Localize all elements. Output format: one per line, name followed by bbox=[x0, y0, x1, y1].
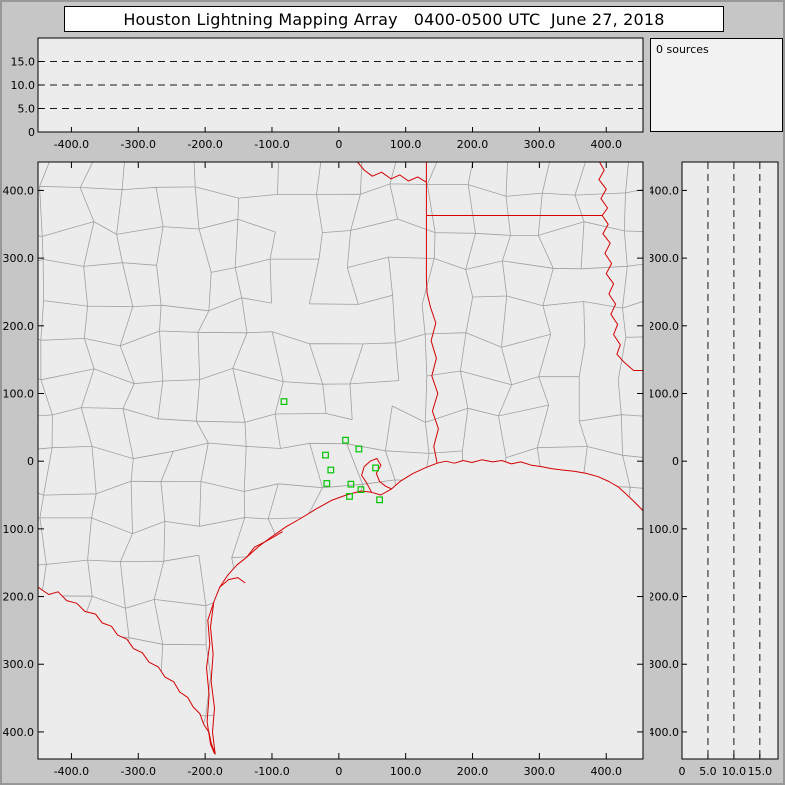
ns-y-tick-label: -400.0 bbox=[650, 726, 679, 739]
ew-x-tick-label: 300.0 bbox=[524, 138, 556, 151]
map-y-tick-label: 400.0 bbox=[3, 184, 35, 197]
ns-plot-border bbox=[681, 161, 779, 760]
ns-x-tick-label: 5.0 bbox=[699, 765, 717, 778]
lma-station-marker bbox=[342, 436, 349, 444]
mexico-area bbox=[38, 587, 216, 759]
galveston-bay-shore bbox=[361, 458, 392, 493]
ns-x-tick-label: 0 bbox=[679, 765, 686, 778]
coastline bbox=[210, 459, 643, 755]
map-y-tick-label: 200.0 bbox=[3, 320, 35, 333]
ns-x-tick-label: 15.0 bbox=[748, 765, 773, 778]
altitude-vs-eastwest-panel[interactable]: 15.0 10.0 5.0 0 -400.0 -300.0 -200.0 -100.0 0 100… bbox=[2, 32, 650, 157]
gulf-of-mexico-area bbox=[210, 459, 643, 759]
ns-y-tick-label: 400.0 bbox=[650, 184, 679, 197]
ns-y-tick-label: 0 bbox=[672, 455, 679, 468]
corpus-bay-shore bbox=[219, 577, 246, 588]
ew-y-tick-label: 0 bbox=[28, 126, 35, 139]
ns-y-tick-label: -200.0 bbox=[650, 591, 679, 604]
plan-view-map-panel[interactable]: -400.0 -300.0 -200.0 -100.0 0 100.0 200.0 300.0… bbox=[2, 157, 650, 785]
ns-y-tick-label: 200.0 bbox=[650, 320, 679, 333]
ns-y-tick-label: -100.0 bbox=[650, 523, 679, 536]
map-x-tick-label: -400.0 bbox=[54, 765, 89, 778]
ew-x-tick-label: 200.0 bbox=[457, 138, 489, 151]
lma-station-marker bbox=[323, 480, 331, 487]
map-plot-border bbox=[37, 161, 644, 760]
ns-x-tick-label: 10.0 bbox=[722, 765, 747, 778]
lma-station-marker bbox=[347, 480, 355, 488]
ns-y-tick-label: 300.0 bbox=[650, 252, 679, 265]
map-y-tick-label: 300.0 bbox=[3, 252, 35, 265]
ew-x-tick-label: -300.0 bbox=[121, 138, 156, 151]
lma-station-marker bbox=[280, 398, 288, 406]
ew-x-tick-label: -400.0 bbox=[54, 138, 89, 151]
lma-station-marker bbox=[346, 493, 353, 500]
title-bar: Houston Lightning Mapping Array 0400-050… bbox=[64, 6, 724, 32]
lma-station-marker bbox=[322, 451, 329, 459]
window-title: Houston Lightning Mapping Array 0400-050… bbox=[123, 9, 665, 29]
ns-y-tick-label: -300.0 bbox=[650, 658, 679, 671]
sources-count-label: 0 sources bbox=[656, 43, 709, 56]
red-river-border bbox=[357, 162, 427, 183]
ew-y-tick-label: 5.0 bbox=[18, 103, 36, 116]
ns-plot-area bbox=[682, 162, 778, 759]
mississippi-river-border bbox=[598, 162, 634, 371]
ns-y-tick-label: 100.0 bbox=[650, 387, 679, 400]
ew-x-tick-label: -100.0 bbox=[254, 138, 289, 151]
map-x-tick-label: 300.0 bbox=[524, 765, 556, 778]
map-x-tick-label: -300.0 bbox=[121, 765, 156, 778]
matagorda-bay-shore bbox=[246, 531, 283, 558]
map-y-tick-label: 0 bbox=[27, 455, 34, 468]
map-y-tick-label: -400.0 bbox=[2, 726, 34, 739]
ew-x-tick-label: 100.0 bbox=[390, 138, 422, 151]
map-x-tick-label: 100.0 bbox=[390, 765, 422, 778]
map-y-tick-label: 100.0 bbox=[3, 387, 35, 400]
map-y-tick-label: -200.0 bbox=[2, 591, 34, 604]
map-y-tick-label: -100.0 bbox=[2, 523, 34, 536]
ew-x-tick-label: 0 bbox=[335, 138, 342, 151]
map-x-tick-label: 400.0 bbox=[590, 765, 622, 778]
sabine-river-border bbox=[425, 215, 439, 464]
map-y-tick-label: -300.0 bbox=[2, 658, 34, 671]
rio-grande-border bbox=[38, 586, 216, 755]
laguna-madre-shore bbox=[206, 601, 215, 754]
lma-station-marker bbox=[327, 466, 335, 474]
lma-station-marker bbox=[357, 486, 365, 493]
map-x-tick-label: -100.0 bbox=[254, 765, 289, 778]
map-x-tick-label: -200.0 bbox=[187, 765, 222, 778]
map-x-tick-label: 0 bbox=[335, 765, 342, 778]
sources-histogram-panel: 0 sources bbox=[650, 38, 783, 132]
ew-x-tick-label: -200.0 bbox=[187, 138, 222, 151]
lma-station-marker bbox=[376, 496, 383, 504]
ew-y-tick-label: 15.0 bbox=[11, 56, 36, 69]
lma-station-marker bbox=[355, 445, 363, 453]
ew-plot-border bbox=[37, 37, 644, 133]
ew-y-tick-label: 10.0 bbox=[11, 79, 36, 92]
lma-station-marker bbox=[372, 464, 379, 472]
map-x-tick-label: 200.0 bbox=[457, 765, 489, 778]
altitude-vs-northsouth-panel[interactable]: 400.0 300.0 200.0 100.0 0 -100.0 -200.0 -300.0 -… bbox=[650, 157, 785, 785]
ew-x-tick-label: 400.0 bbox=[590, 138, 622, 151]
